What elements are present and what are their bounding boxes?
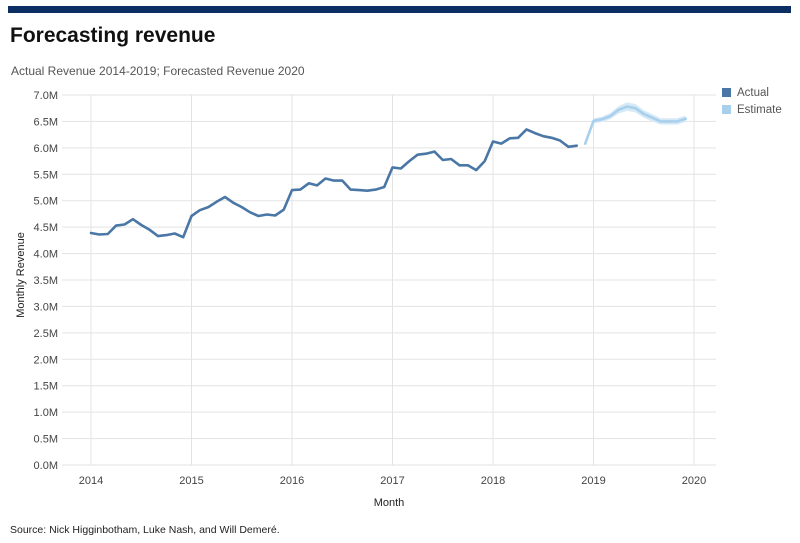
- y-tick-label: 6.5M: [34, 116, 58, 128]
- y-tick-label: 5.0M: [34, 196, 58, 208]
- x-tick-label: 2020: [682, 475, 706, 487]
- y-tick-label: 5.5M: [34, 169, 58, 181]
- grid-lines: [62, 94, 716, 466]
- y-tick-label: 1.5M: [34, 381, 58, 393]
- estimate-series-line: [583, 105, 688, 145]
- estimate-swatch-icon: [722, 105, 731, 114]
- y-tick-label: 4.0M: [34, 249, 58, 261]
- x-axis-label: Month: [374, 497, 405, 509]
- actual-series-line: [89, 128, 579, 239]
- revenue-line-chart: 0.0M 0.5M 1.0M 1.5M 2.0M 2.5M 3.0M 3.5M 4.0M 4.5M…: [15, 90, 716, 509]
- legend-item-estimate[interactable]: Estimate: [722, 101, 782, 118]
- x-axis-ticks: 2014 2015 2016 2017 2018 2019 2020: [79, 475, 706, 487]
- y-tick-label: 0.5M: [34, 434, 58, 446]
- x-tick-label: 2016: [280, 475, 304, 487]
- y-tick-label: 0.0M: [34, 460, 58, 472]
- chart-subtitle: Actual Revenue 2014-2019; Forecasted Rev…: [11, 64, 305, 78]
- x-tick-label: 2015: [179, 475, 203, 487]
- x-tick-label: 2019: [581, 475, 605, 487]
- y-tick-label: 3.0M: [34, 301, 58, 313]
- y-tick-label: 2.5M: [34, 328, 58, 340]
- legend-label-estimate: Estimate: [737, 103, 782, 116]
- y-tick-label: 4.5M: [34, 222, 58, 234]
- legend-label-actual: Actual: [737, 86, 769, 99]
- x-tick-label: 2017: [380, 475, 404, 487]
- y-tick-label: 3.5M: [34, 275, 58, 287]
- y-tick-label: 7.0M: [34, 90, 58, 102]
- estimate-confidence-band: [585, 102, 686, 145]
- x-tick-label: 2018: [481, 475, 505, 487]
- data-series: [89, 102, 688, 239]
- legend: Actual Estimate: [722, 84, 782, 118]
- source-note: Source: Nick Higginbotham, Luke Nash, an…: [10, 524, 280, 536]
- actual-swatch-icon: [722, 88, 731, 97]
- legend-item-actual[interactable]: Actual: [722, 84, 782, 101]
- y-tick-label: 1.0M: [34, 407, 58, 419]
- chart-title: Forecasting revenue: [10, 24, 216, 47]
- y-axis-ticks: 0.0M 0.5M 1.0M 1.5M 2.0M 2.5M 3.0M 3.5M 4.0M 4.5M…: [34, 90, 58, 472]
- y-tick-label: 2.0M: [34, 354, 58, 366]
- y-tick-label: 6.0M: [34, 143, 58, 155]
- x-tick-label: 2014: [79, 475, 103, 487]
- top-accent-bar: [8, 6, 791, 13]
- y-axis-label: Monthly Revenue: [15, 232, 27, 318]
